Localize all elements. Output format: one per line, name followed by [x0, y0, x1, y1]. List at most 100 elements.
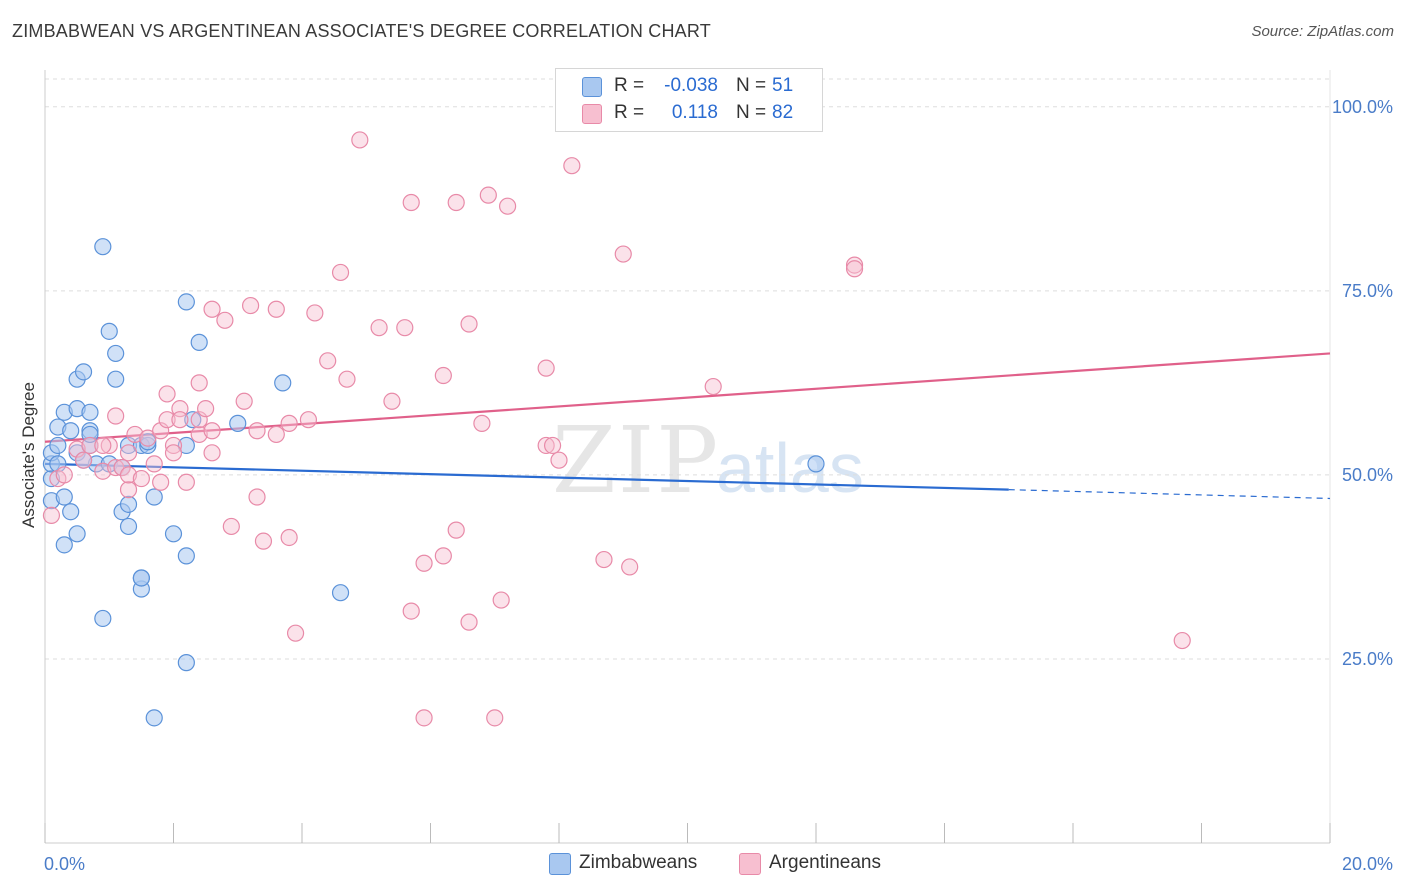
legend-n-value: 51 — [772, 75, 794, 96]
zimbabwean-point — [62, 422, 80, 440]
zimbabwean-point — [177, 436, 195, 455]
y-tick-label: 100.0% — [1332, 97, 1393, 117]
series-legend-label: Argentineans — [769, 852, 881, 873]
argentinean-point — [402, 602, 420, 620]
chart-title: ZIMBABWEAN VS ARGENTINEAN ASSOCIATE'S DE… — [12, 21, 711, 41]
argentinean-point — [203, 444, 221, 462]
argentinean-point — [499, 197, 517, 215]
zimbabwean-point — [145, 709, 163, 727]
argentinean-point — [126, 425, 144, 444]
zimbabwean-point — [68, 525, 86, 543]
argentinean-trend-line — [44, 352, 1331, 443]
argentinean-point — [248, 422, 266, 440]
argentinean-point — [331, 263, 350, 282]
argentinean-point — [351, 131, 369, 149]
argentinean-point — [139, 429, 157, 447]
argentinean-point — [158, 411, 176, 429]
argentinean-point — [119, 466, 138, 484]
x-tick-label: 0.0% — [44, 854, 85, 874]
correlation-legend: R = -0.038 N = 51 R = 0.118 N = 82 — [555, 68, 823, 132]
legend-row-argentineans: R = 0.118 N = 82 — [556, 101, 822, 127]
argentinean-point — [164, 436, 183, 455]
argentinean-point — [190, 425, 208, 444]
argentinean-point — [473, 414, 491, 432]
legend-n-label: N = — [736, 102, 767, 123]
zimbabwean-points — [42, 238, 825, 727]
watermark-atlas: atlas — [716, 429, 864, 507]
argentinean-point — [152, 473, 170, 491]
zimbabwean-point — [331, 584, 350, 602]
argentinean-point — [704, 377, 722, 396]
zimbabwean-point — [807, 455, 825, 473]
argentinean-point — [460, 613, 478, 631]
zimbabwean-point — [274, 374, 292, 392]
y-tick-label: 75.0% — [1342, 281, 1393, 301]
zimbabwean-point — [100, 322, 118, 340]
argentinean-point — [402, 193, 420, 212]
argentinean-point — [132, 469, 150, 488]
y-tick-label: 50.0% — [1342, 465, 1393, 485]
argentinean-point — [197, 400, 215, 418]
argentinean-point — [100, 436, 118, 455]
zimbabwean-point — [74, 363, 93, 381]
argentinean-point — [203, 422, 221, 440]
zimbabwean-point — [119, 495, 138, 513]
argentinean-point — [171, 411, 189, 429]
argentinean-point — [845, 260, 864, 278]
argentinean-point — [190, 374, 208, 392]
argentinean-point — [447, 521, 465, 539]
zimbabwean-point — [145, 488, 163, 506]
argentinean-point — [845, 256, 864, 274]
zimbabwean-point — [62, 503, 80, 521]
series-legend-label: Zimbabweans — [579, 852, 698, 873]
zimbabwean-point — [107, 370, 125, 388]
trend-lines — [44, 352, 1331, 500]
argentinean-point — [164, 444, 183, 462]
argentinean-point — [595, 550, 613, 569]
argentinean-point — [537, 359, 555, 377]
legend-row-zimbabweans: R = -0.038 N = 51 — [556, 74, 822, 100]
argentinean-point — [235, 392, 253, 410]
argentinean-points — [42, 131, 1191, 727]
argentinean-point — [563, 157, 581, 175]
argentinean-point — [319, 352, 337, 370]
legend-r-value: 0.118 — [671, 102, 718, 123]
argentinean-point — [119, 444, 138, 462]
zimbabwean-point — [190, 333, 208, 351]
zimbabwean-trend-line — [44, 462, 1009, 491]
argentinean-point — [415, 709, 433, 727]
argentinean-point — [370, 319, 388, 337]
source-label: Source: ZipAtlas.com — [1251, 23, 1394, 40]
zimbabwean-point — [94, 609, 112, 628]
argentinean-point — [434, 547, 452, 565]
argentinean-point — [177, 473, 195, 491]
argentinean-point — [338, 370, 356, 388]
argentinean-point — [119, 481, 138, 499]
zimbabwean-point — [107, 344, 125, 363]
argentinean-point — [203, 300, 221, 318]
argentinean-point — [460, 315, 478, 333]
argentinean-point — [286, 624, 305, 642]
argentinean-point — [1173, 631, 1191, 650]
legend-r-value: -0.038 — [664, 75, 718, 96]
zimbabwean-trend-extension — [1008, 489, 1331, 500]
zimbabwean-point — [132, 569, 150, 587]
zimbabwean-point — [139, 433, 157, 451]
zimbabwean-point — [229, 414, 247, 432]
legend-n-value: 82 — [772, 102, 794, 123]
zimbabwean-point — [177, 293, 195, 311]
argentinean-point — [94, 462, 112, 480]
argentinean-point — [486, 709, 504, 727]
argentinean-point — [94, 436, 112, 455]
zimbabwean-point — [164, 525, 183, 543]
watermark: ZIP atlas — [552, 407, 864, 514]
argentinean-point — [242, 296, 260, 315]
argentinean-point — [216, 311, 234, 329]
argentinean-point — [280, 414, 298, 432]
argentinean-point — [222, 517, 240, 536]
argentinean-point — [107, 407, 125, 425]
legend-r-label: R = — [614, 102, 645, 123]
argentinean-point — [267, 300, 285, 318]
grid-lines — [45, 78, 1330, 660]
